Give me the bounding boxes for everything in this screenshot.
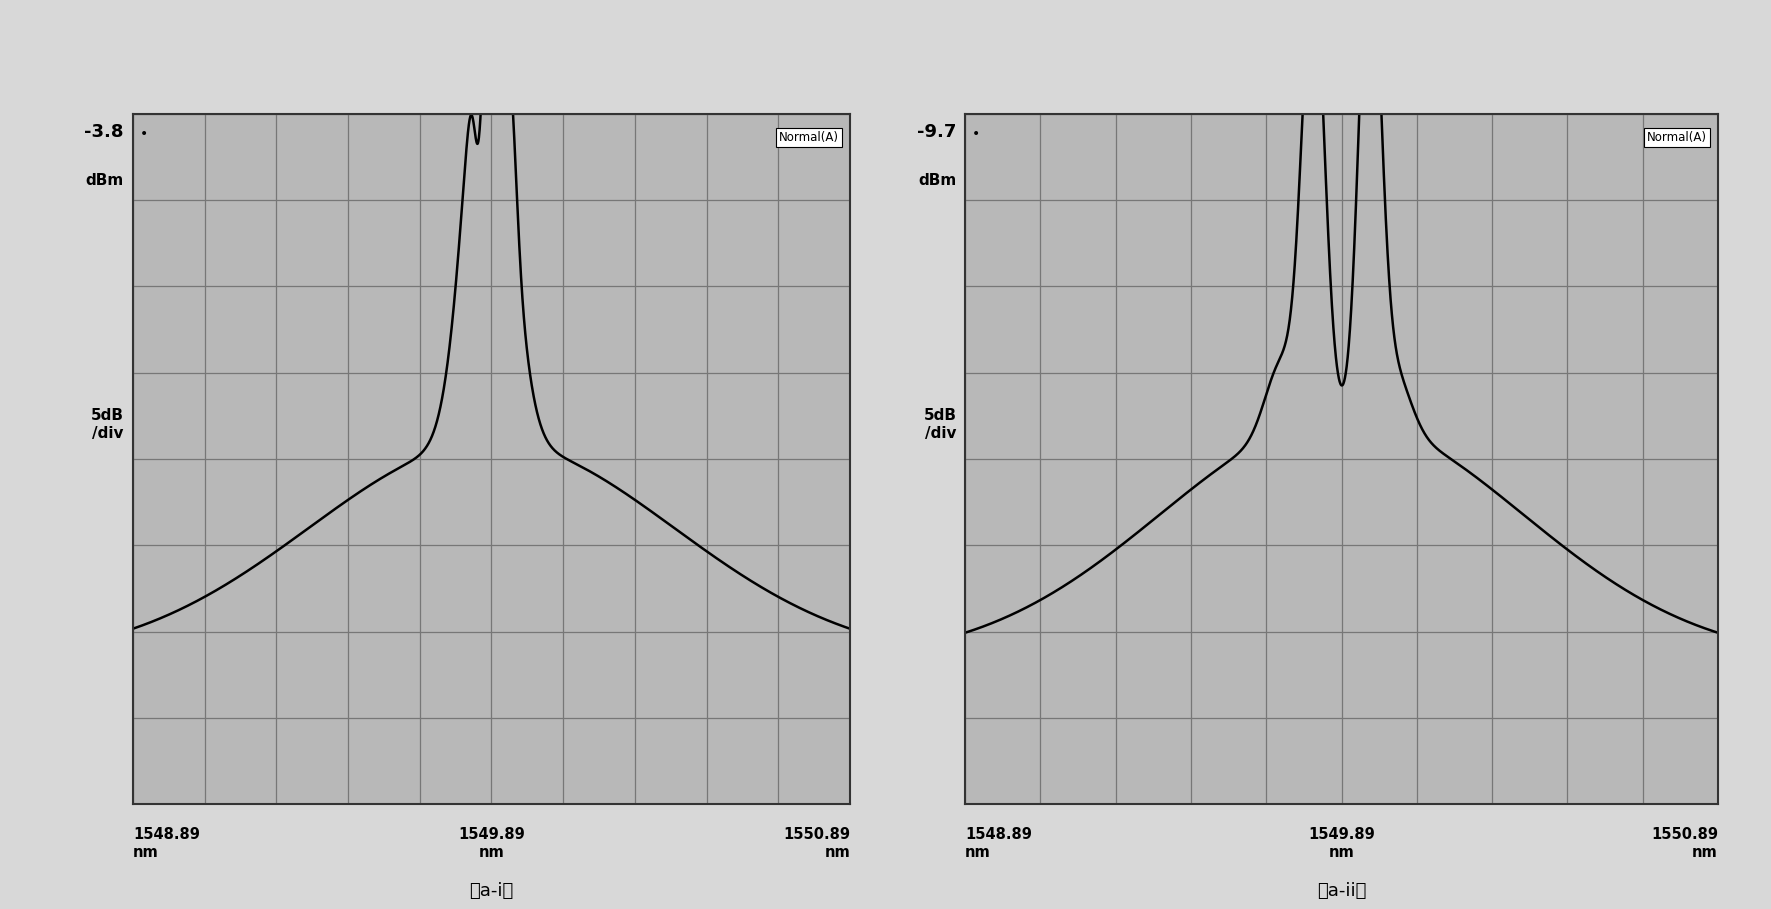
- Text: 1549.89
nm: 1549.89 nm: [1309, 827, 1374, 860]
- Text: Normal(A): Normal(A): [1647, 131, 1707, 144]
- Text: 1548.89
nm: 1548.89 nm: [965, 827, 1032, 860]
- Text: •: •: [972, 126, 981, 141]
- Text: 1550.89
nm: 1550.89 nm: [783, 827, 850, 860]
- Text: -3.8: -3.8: [85, 123, 124, 141]
- Text: 5dB
/div: 5dB /div: [90, 408, 124, 441]
- Text: dBm: dBm: [917, 173, 956, 188]
- Text: Normal(A): Normal(A): [779, 131, 839, 144]
- Text: （a-i）: （a-i）: [469, 882, 514, 900]
- Text: dBm: dBm: [85, 173, 124, 188]
- Text: 1548.89
nm: 1548.89 nm: [133, 827, 200, 860]
- Text: -9.7: -9.7: [917, 123, 956, 141]
- Text: 1550.89
nm: 1550.89 nm: [1651, 827, 1718, 860]
- Text: 1549.89
nm: 1549.89 nm: [459, 827, 524, 860]
- Text: •: •: [140, 126, 149, 141]
- Text: （a-ii）: （a-ii）: [1318, 882, 1365, 900]
- Text: 5dB
/div: 5dB /div: [923, 408, 956, 441]
